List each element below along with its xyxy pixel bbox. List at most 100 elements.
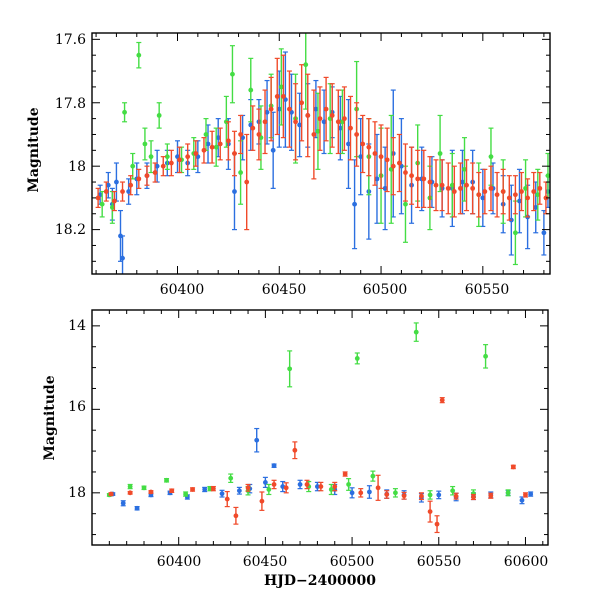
data-point: [449, 182, 455, 188]
data-point: [427, 509, 433, 515]
data-point: [354, 132, 360, 137]
data-point: [427, 492, 433, 498]
bottom-x-tick-label: 60600: [504, 554, 549, 570]
data-point: [292, 447, 298, 453]
data-point: [120, 500, 126, 506]
data-point: [217, 141, 223, 147]
data-point: [342, 471, 348, 477]
data-point: [99, 201, 105, 207]
data-point: [375, 485, 381, 491]
data-point: [342, 116, 347, 122]
data-point: [127, 490, 133, 496]
data-point: [390, 163, 396, 169]
data-point: [401, 493, 407, 499]
data-point: [488, 185, 494, 191]
data-point: [108, 491, 114, 497]
data-point: [337, 125, 343, 131]
data-point: [354, 356, 360, 361]
data-point: [210, 486, 216, 492]
data-point: [372, 151, 378, 156]
data-point: [512, 230, 518, 236]
bottom-y-axis-title: Magnitude: [42, 375, 58, 460]
data-point: [185, 154, 191, 160]
data-point: [413, 329, 419, 335]
data-point: [537, 185, 543, 191]
data-point: [103, 189, 109, 194]
data-point: [193, 151, 199, 156]
data-point: [346, 141, 351, 147]
bottom-series-1: [110, 427, 534, 511]
data-point: [156, 113, 162, 118]
data-point: [232, 151, 237, 156]
data-point: [276, 106, 282, 112]
data-point: [349, 490, 355, 496]
data-point: [142, 141, 148, 147]
bottom-y-tick-label: 16: [68, 399, 86, 415]
data-point: [209, 144, 215, 150]
data-point: [264, 109, 270, 115]
data-point: [215, 135, 221, 141]
data-point: [114, 179, 119, 185]
data-point: [120, 189, 125, 194]
data-point: [136, 176, 142, 182]
data-point: [262, 119, 268, 125]
data-point: [451, 189, 457, 194]
data-point: [517, 198, 522, 204]
data-point: [471, 494, 476, 500]
data-point: [207, 486, 213, 492]
data-point: [370, 473, 376, 479]
data-point: [244, 179, 250, 185]
data-point: [384, 492, 390, 497]
data-point: [164, 477, 169, 483]
data-point: [256, 132, 262, 137]
data-point: [433, 182, 439, 188]
top-y-tick-label: 18: [68, 159, 86, 175]
data-point: [427, 179, 433, 185]
bottom-x-tick-label: 60550: [417, 554, 462, 570]
data-point: [403, 170, 408, 175]
data-point: [510, 464, 516, 470]
data-point: [313, 106, 319, 112]
data-point: [250, 125, 256, 131]
data-point: [366, 144, 372, 150]
data-point: [293, 119, 298, 125]
data-point: [130, 163, 136, 169]
top-series-3: [95, 54, 549, 231]
data-point: [164, 154, 170, 160]
data-point: [317, 116, 323, 122]
bottom-panel-ticks: [91, 310, 548, 545]
data-point: [297, 122, 303, 128]
data-point: [203, 132, 209, 137]
data-point: [352, 201, 357, 207]
bottom-panel-frame: [91, 309, 549, 546]
data-point: [152, 170, 158, 175]
data-point: [314, 484, 320, 489]
top-panel-frame: [91, 32, 551, 275]
data-point: [141, 485, 147, 491]
top-y-tick-label: 17.8: [55, 96, 86, 112]
data-point: [122, 109, 127, 115]
data-point: [488, 493, 494, 499]
data-point: [219, 491, 225, 497]
data-point: [470, 185, 476, 191]
data-point: [348, 125, 353, 131]
top-x-tick-label: 60550: [465, 282, 510, 298]
data-point: [228, 475, 234, 481]
data-point: [262, 479, 268, 485]
data-point: [225, 138, 231, 144]
data-point: [268, 106, 274, 112]
data-point: [95, 195, 101, 201]
data-point: [297, 482, 303, 487]
data-point: [280, 94, 286, 99]
data-point: [205, 141, 211, 147]
data-point: [148, 154, 154, 160]
data-point: [494, 192, 500, 198]
data-point: [238, 170, 243, 175]
top-x-tick-label: 60500: [363, 282, 408, 298]
data-point: [462, 166, 467, 172]
data-point: [254, 437, 260, 443]
data-point: [436, 492, 442, 498]
data-point: [533, 205, 539, 210]
data-point: [299, 100, 305, 106]
